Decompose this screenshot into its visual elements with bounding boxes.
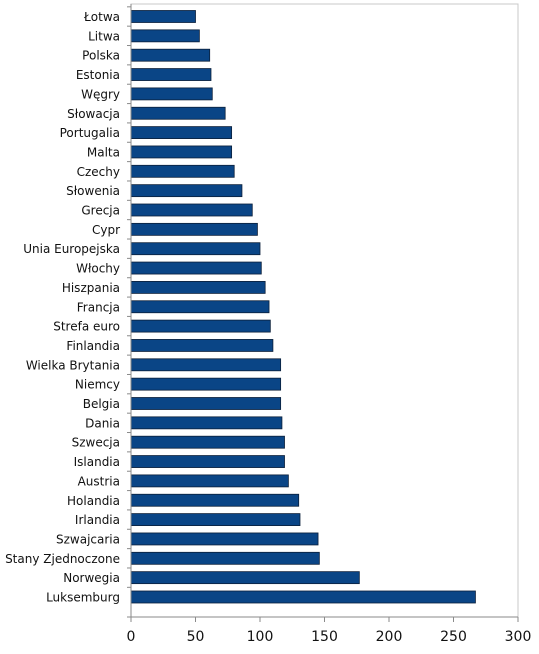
bar (130, 551, 320, 565)
category-label: Szwajcaria (56, 532, 120, 546)
bar (130, 397, 282, 410)
bar (130, 242, 261, 256)
category-label: Strefa euro (53, 320, 120, 334)
category-label: Słowenia (66, 184, 120, 198)
category-label: Belgia (83, 397, 120, 411)
bar (130, 10, 196, 23)
category-label: Austria (78, 474, 120, 488)
bar (130, 474, 289, 488)
category-label: Estonia (76, 68, 120, 82)
bar (130, 339, 274, 352)
category-label: Polska (82, 49, 120, 63)
bar (130, 435, 285, 449)
category-label: Stany Zjednoczone (5, 552, 120, 566)
category-label: Portugalia (60, 126, 120, 140)
category-label: Niemcy (75, 378, 120, 392)
bar (130, 590, 476, 604)
bar (130, 532, 319, 546)
bar (130, 106, 226, 120)
category-label: Finlandia (66, 339, 120, 353)
bar (130, 145, 233, 159)
category-label: Dania (85, 416, 120, 430)
x-tick-label: 150 (311, 629, 338, 645)
bar (130, 513, 301, 526)
category-label: Norwegia (63, 571, 120, 585)
category-label: Litwa (88, 29, 120, 43)
x-tick-label: 100 (247, 629, 274, 645)
x-tick-label: 300 (505, 629, 532, 645)
category-label: Francja (77, 300, 120, 314)
category-label: Węgry (81, 87, 120, 101)
category-label: Holandia (67, 494, 120, 508)
bars-layer (130, 10, 476, 604)
bar (130, 455, 285, 468)
category-label: Szwecja (72, 436, 120, 450)
x-tick-label: 200 (376, 629, 403, 645)
category-label: Czechy (77, 165, 120, 179)
bar (130, 184, 243, 198)
category-label: Unia Europejska (23, 242, 120, 256)
bar (130, 300, 270, 314)
category-label: Luksemburg (46, 591, 120, 605)
category-label: Grecja (81, 204, 120, 218)
bar (130, 29, 200, 43)
bar (130, 68, 212, 81)
bar (130, 493, 300, 507)
category-label: Wielka Brytania (26, 358, 120, 372)
bar (130, 358, 282, 372)
category-labels: Łotwa Litwa Polska Estonia Węgry Słowacja Port… (5, 10, 120, 605)
category-label: Słowacja (67, 107, 120, 121)
category-label: Łotwa (83, 10, 120, 24)
category-label: Malta (87, 145, 120, 159)
bar (130, 126, 233, 139)
bar (130, 261, 262, 275)
x-axis: 0 50 100 150 200 250 300 (127, 4, 532, 645)
bar (130, 571, 360, 585)
bar (130, 48, 211, 62)
category-label: Cypr (92, 223, 120, 237)
bar (130, 416, 283, 430)
category-label: Irlandia (75, 513, 120, 527)
x-tick-label: 250 (440, 629, 467, 645)
x-tick-label: 50 (187, 629, 205, 645)
category-label: Islandia (74, 455, 120, 469)
bar (130, 280, 266, 294)
category-label: Włochy (76, 262, 120, 276)
bar (130, 164, 235, 178)
bar (130, 377, 282, 391)
bar (130, 222, 258, 236)
bar (130, 203, 253, 217)
bar (130, 87, 213, 101)
category-label: Hiszpania (62, 281, 120, 295)
x-tick-label: 0 (127, 629, 136, 645)
bar (130, 319, 271, 333)
